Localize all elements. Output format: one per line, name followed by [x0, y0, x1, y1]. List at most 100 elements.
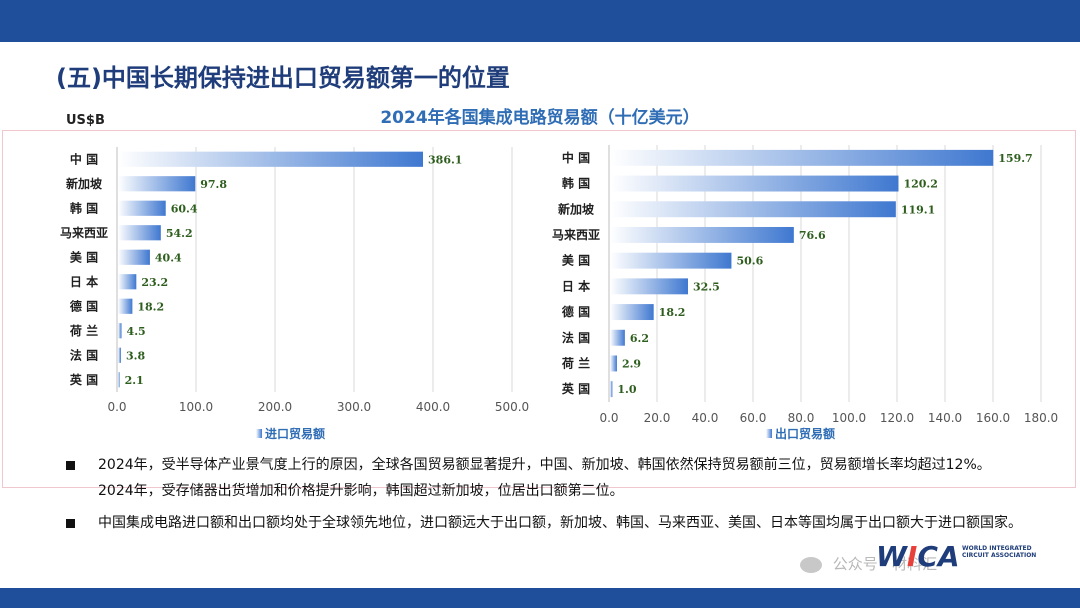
logo-wordmark: WICA [876, 540, 960, 573]
legend-swatch [766, 429, 772, 438]
category-label: 美 国 [70, 249, 98, 264]
category-label: 马来西亚 [552, 227, 600, 242]
value-label: 119.1 [901, 203, 935, 216]
value-label: 159.7 [998, 152, 1032, 165]
bullet-square-icon [66, 519, 75, 528]
category-label: 法 国 [70, 347, 98, 362]
x-tick-label: 500.0 [495, 400, 529, 414]
category-label: 新加坡 [66, 176, 103, 191]
value-label: 32.5 [693, 280, 720, 293]
category-label: 新加坡 [558, 201, 595, 216]
x-tick-label: 160.0 [976, 411, 1010, 425]
x-tick-label: 300.0 [337, 400, 371, 414]
import-chart: 0.0 100.0 200.0 300.0 400.0 500.0 中 国 386.1 新加坡 9… [60, 147, 529, 441]
x-tick-label: 400.0 [416, 400, 450, 414]
chart-heading: 2024年各国集成电路贸易额（十亿美元） [380, 108, 700, 128]
export-chart: 0.0 20.0 40.0 60.0 80.0 100.0 120.0 140.0 160.0 1… [552, 145, 1058, 441]
bar [610, 175, 899, 192]
category-label: 中 国 [70, 151, 98, 166]
category-label: 荷 兰 [69, 323, 98, 338]
value-label: 386.1 [428, 153, 462, 166]
bar [610, 149, 994, 166]
value-label: 2.9 [622, 357, 641, 370]
category-label: 马来西亚 [60, 225, 108, 240]
value-label: 2.1 [125, 374, 144, 387]
bar [610, 304, 654, 321]
x-tick-label: 140.0 [928, 411, 962, 425]
bullet-item: 中国集成电路进口额和出口额均处于全球领先地位，进口额远大于出口额，新加坡、韩国、… [64, 510, 1024, 536]
value-label: 18.2 [659, 306, 686, 319]
bar [610, 329, 625, 346]
category-label: 英 国 [70, 372, 98, 387]
bar [118, 347, 122, 363]
bar [610, 252, 732, 269]
legend-label: 进口贸易额 [265, 426, 325, 441]
logo-subtitle: WORLD INTEGRATED CIRCUIT ASSOCIATION [962, 545, 1037, 559]
x-tick-label: 0.0 [107, 400, 126, 414]
bar [610, 226, 794, 243]
category-label: 韩 国 [70, 200, 98, 215]
value-label: 40.4 [155, 251, 182, 264]
x-tick-label: 100.0 [179, 400, 213, 414]
value-label: 1.0 [617, 383, 636, 396]
unit-label: US$B [66, 113, 105, 128]
bar [610, 381, 613, 398]
bullet-item: 2024年，受半导体产业景气度上行的原因，全球各国贸易额显著提升，中国、新加坡、… [64, 452, 1024, 504]
watermark: 公众号 · 材料汇 [800, 553, 937, 574]
bar [118, 298, 133, 314]
bar [118, 225, 161, 241]
category-label: 荷 兰 [561, 355, 590, 370]
watermark-text: 公众号 · 材料汇 [832, 555, 938, 573]
value-label: 60.4 [171, 202, 198, 215]
value-label: 97.8 [200, 178, 227, 191]
category-label: 日 本 [562, 278, 590, 293]
x-tick-label: 100.0 [832, 411, 866, 425]
legend-label: 出口贸易额 [775, 426, 835, 441]
x-tick-label: 60.0 [740, 411, 767, 425]
bar [118, 274, 137, 290]
value-label: 3.8 [126, 349, 145, 362]
bottom-band [0, 588, 1080, 608]
page-title: (五)中国长期保持进出口贸易额第一的位置 [56, 64, 510, 92]
category-label: 日 本 [70, 274, 98, 289]
category-label: 美 国 [562, 253, 590, 268]
bar [118, 176, 196, 192]
category-label: 德 国 [562, 304, 590, 319]
trade-charts: 0.0 100.0 200.0 300.0 400.0 500.0 中 国 386.1 新加坡 9… [60, 145, 1058, 441]
bar [118, 151, 424, 167]
wechat-icon [800, 556, 822, 573]
bullet-text: 中国集成电路进口额和出口额均处于全球领先地位，进口额远大于出口额，新加坡、韩国、… [98, 515, 1022, 531]
category-label: 法 国 [562, 330, 590, 345]
x-tick-label: 40.0 [692, 411, 719, 425]
top-band [0, 0, 1080, 42]
bar [118, 372, 120, 388]
value-label: 18.2 [137, 300, 164, 313]
value-label: 6.2 [630, 332, 649, 345]
bar [118, 323, 122, 339]
bar [610, 355, 617, 372]
value-label: 4.5 [127, 325, 146, 338]
wica-logo: WICA [876, 540, 960, 573]
x-tick-label: 80.0 [788, 411, 815, 425]
bar [118, 200, 166, 216]
value-label: 76.6 [799, 229, 826, 242]
category-label: 中 国 [562, 150, 590, 165]
chart-frame [2, 130, 1076, 488]
x-tick-label: 20.0 [644, 411, 671, 425]
x-tick-label: 200.0 [258, 400, 292, 414]
bullet-square-icon [66, 461, 75, 470]
x-tick-label: 0.0 [599, 411, 618, 425]
notes: 2024年，受半导体产业景气度上行的原因，全球各国贸易额显著提升，中国、新加坡、… [64, 452, 1024, 536]
bar [118, 249, 150, 265]
legend-swatch [256, 429, 262, 438]
value-label: 120.2 [903, 178, 937, 191]
bar [610, 201, 896, 218]
category-label: 德 国 [70, 298, 98, 313]
bar [610, 278, 688, 295]
bullet-text: 2024年，受半导体产业景气度上行的原因，全球各国贸易额显著提升，中国、新加坡、… [98, 457, 991, 499]
value-label: 54.2 [166, 227, 193, 240]
x-tick-label: 180.0 [1024, 411, 1058, 425]
value-label: 23.2 [141, 276, 168, 289]
x-tick-label: 120.0 [880, 411, 914, 425]
category-label: 英 国 [562, 381, 590, 396]
